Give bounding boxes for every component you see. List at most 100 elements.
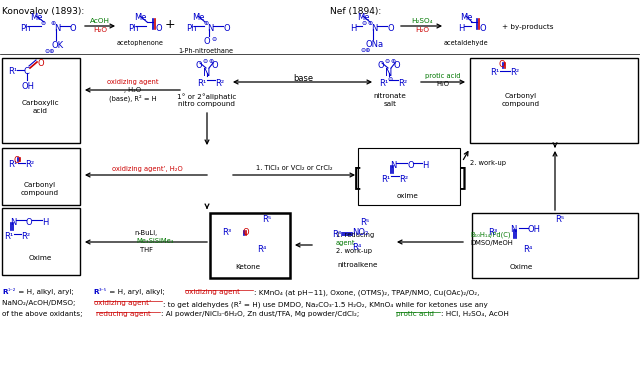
Text: R: R [2,289,8,295]
Text: = H, aryl, alkyl;: = H, aryl, alkyl; [107,289,167,295]
Text: R²: R² [399,175,408,184]
Text: R⁴: R⁴ [352,243,362,252]
Text: O: O [212,61,219,70]
Text: AcOH: AcOH [90,18,110,24]
Text: O: O [387,24,394,33]
Text: R¹: R¹ [197,79,206,88]
Text: compound: compound [21,190,59,196]
Text: [: [ [353,166,363,190]
Text: 1. reducing: 1. reducing [336,232,374,238]
Text: H: H [458,24,465,33]
Text: : Al powder/NiCl₂·6H₂O, Zn dust/TFA, Mg powder/CdCl₂;: : Al powder/NiCl₂·6H₂O, Zn dust/TFA, Mg … [161,311,362,317]
Text: N: N [510,225,516,234]
Text: Ph: Ph [186,24,196,33]
Text: R²: R² [398,79,407,88]
Text: , H₂O: , H₂O [124,87,141,93]
Text: O: O [223,24,230,33]
Text: 2. work-up: 2. work-up [336,248,372,254]
Text: O: O [196,61,203,70]
Text: reducing agent: reducing agent [96,311,151,317]
Text: O: O [394,61,401,70]
Text: ]: ] [457,166,467,190]
Text: O: O [13,156,20,165]
Text: +: + [164,19,175,32]
Text: NO₂: NO₂ [352,228,368,237]
Bar [2,58,80,143]
Text: ⊕: ⊕ [390,59,396,64]
Text: ⊕: ⊕ [208,59,213,64]
Text: THF: THF [140,247,152,253]
Text: N: N [10,218,17,227]
Text: compound: compound [502,101,540,107]
Text: Me: Me [460,13,472,22]
Text: N: N [390,161,396,170]
Text: O: O [26,218,33,227]
Text: protic acid: protic acid [396,311,434,317]
Text: nitronate: nitronate [374,93,406,99]
Text: R²: R² [215,79,224,88]
Text: Me: Me [29,13,42,22]
Text: O: O [204,37,211,46]
Text: H: H [42,218,49,227]
Text: : KMnO₄ (at pH~11), Oxone, (OTMS)₂, TPAP/NMO, Cu(OAc)₂/O₂,: : KMnO₄ (at pH~11), Oxone, (OTMS)₂, TPAP… [254,289,479,295]
Text: agent: agent [336,240,355,246]
Text: oxidizing agent: oxidizing agent [185,289,240,295]
Text: R⁵: R⁵ [555,215,564,224]
Text: 1-Ph-nitroethane: 1-Ph-nitroethane [179,48,234,54]
Text: Carbonyl: Carbonyl [24,182,56,188]
Text: ⊖⊕: ⊖⊕ [44,49,54,54]
Text: acid: acid [33,108,47,114]
Text: R³: R³ [488,228,497,237]
Text: acetaldehyde: acetaldehyde [444,40,488,46]
Text: H₂SO₄: H₂SO₄ [411,18,433,24]
Text: Oxime: Oxime [509,264,532,270]
Text: acetophenone: acetophenone [116,40,163,46]
Text: 1° or 2°aliphatic: 1° or 2°aliphatic [177,93,237,100]
Text: protic acid: protic acid [425,73,461,79]
Text: salt: salt [383,101,397,107]
Text: R²: R² [21,232,30,241]
Text: R⁴: R⁴ [523,245,532,254]
Text: R²: R² [510,68,519,77]
Text: of the above oxidants;: of the above oxidants; [2,311,84,317]
Text: O: O [480,24,486,33]
Text: H₂O: H₂O [436,81,449,87]
Text: O: O [243,228,250,237]
Text: O: O [378,61,385,70]
Text: R¹: R¹ [8,67,17,76]
Text: R³: R³ [332,230,341,239]
Text: NaNO₂/AcOH/DMSO;: NaNO₂/AcOH/DMSO; [2,300,77,306]
Text: R²: R² [25,160,34,169]
Text: R¹: R¹ [379,79,388,88]
Text: Nef (1894):: Nef (1894): [330,7,381,16]
Text: ⊕: ⊕ [50,21,55,26]
Text: oxidizing agent’, H₂O: oxidizing agent’, H₂O [111,166,182,172]
Text: R⁵: R⁵ [360,218,369,227]
Text: Me: Me [356,13,369,22]
Text: N: N [204,68,211,78]
Text: Me: Me [134,13,147,22]
Text: nitro compound: nitro compound [179,101,236,107]
Text: O: O [156,24,163,33]
Bar [472,213,638,278]
Text: Konovalov (1893):: Konovalov (1893): [2,7,84,16]
Text: H: H [422,161,428,170]
Text: Ph: Ph [20,24,31,33]
Text: H₂O: H₂O [415,27,429,33]
Text: oxidizing agent: oxidizing agent [108,79,159,85]
Text: + by-products: + by-products [502,24,554,30]
Text: N: N [371,24,378,33]
Text: ⊕: ⊕ [203,21,208,26]
Text: ⊖: ⊖ [387,77,392,82]
Text: ⊖: ⊖ [384,59,389,64]
Text: ⊖: ⊖ [40,21,45,26]
Text: R¹: R¹ [4,232,13,241]
Text: Carbonyl: Carbonyl [505,93,537,99]
Text: R³: R³ [222,228,231,237]
Text: OH: OH [22,82,35,91]
Text: Me: Me [192,13,204,22]
Bar [2,208,80,275]
Text: R⁵: R⁵ [262,215,271,224]
Text: C: C [24,67,30,76]
Bar [470,58,638,143]
